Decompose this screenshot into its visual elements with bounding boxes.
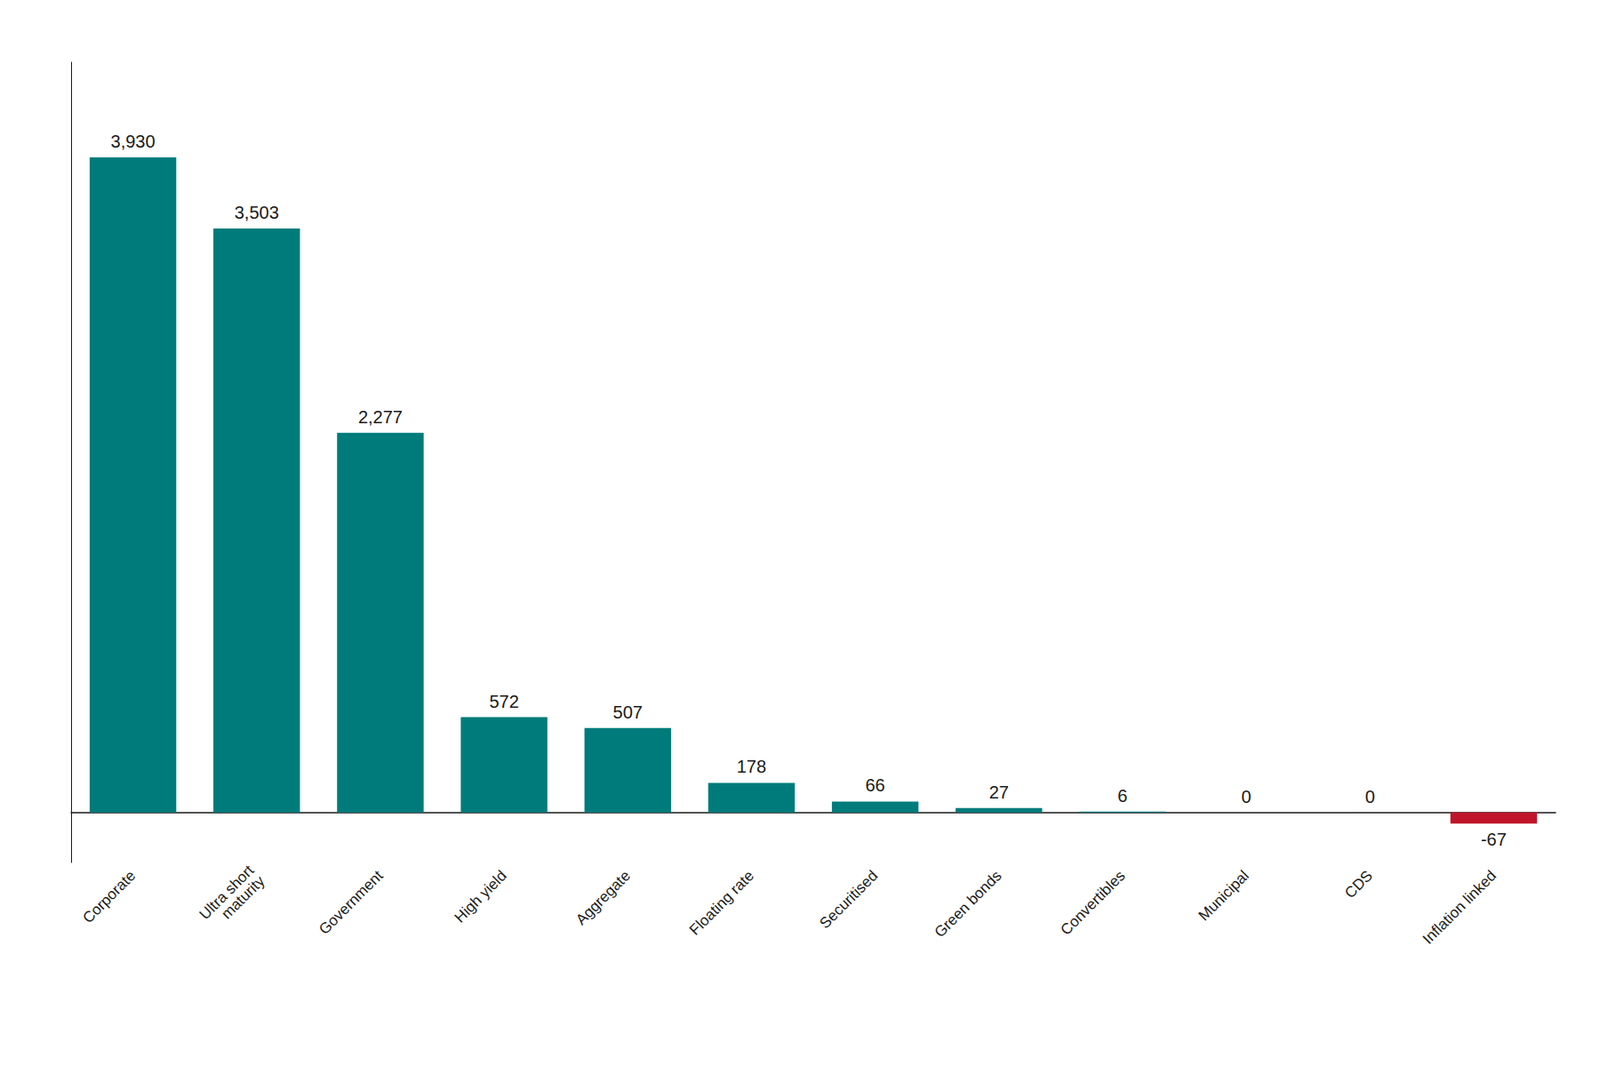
svg-text:178: 178 (736, 756, 767, 776)
svg-text:0: 0 (1365, 786, 1376, 807)
svg-text:Ultra short: Ultra short (196, 861, 258, 923)
svg-text:Aggregate: Aggregate (572, 866, 634, 928)
svg-text:Inflation linked: Inflation linked (1419, 866, 1500, 947)
svg-text:CDS: CDS (1341, 866, 1376, 902)
svg-text:Municipal: Municipal (1195, 866, 1253, 924)
svg-text:66: 66 (864, 775, 885, 795)
svg-text:maturity: maturity (217, 872, 269, 923)
svg-text:2,277: 2,277 (358, 407, 403, 427)
svg-text:High yield: High yield (451, 866, 511, 926)
svg-text:0: 0 (1241, 786, 1252, 807)
svg-text:Corporate: Corporate (79, 866, 139, 927)
svg-text:6: 6 (1117, 785, 1128, 806)
svg-text:-67: -67 (1480, 829, 1507, 849)
svg-text:3,930: 3,930 (111, 131, 156, 152)
svg-text:Floating rate: Floating rate (686, 866, 758, 938)
svg-text:3,503: 3,503 (234, 202, 280, 223)
svg-text:Green bonds: Green bonds (931, 866, 1006, 941)
svg-text:Convertibles: Convertibles (1056, 866, 1128, 938)
svg-text:Government: Government (315, 866, 387, 938)
svg-text:Securitised: Securitised (816, 866, 881, 932)
svg-text:27: 27 (989, 782, 1009, 802)
svg-text:572: 572 (488, 691, 519, 712)
svg-text:507: 507 (613, 702, 643, 722)
